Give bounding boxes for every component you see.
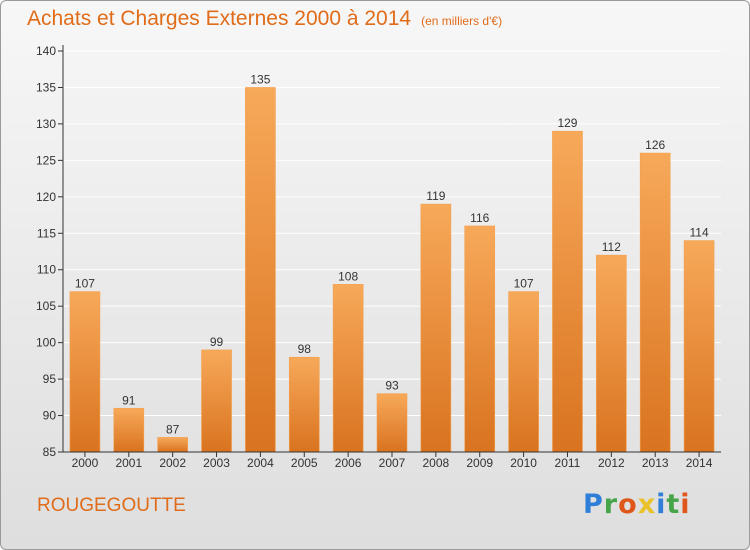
y-tick-label: 100 [36, 336, 56, 350]
x-tick-label: 2008 [423, 456, 450, 470]
proxiti-logo: Proxiti [583, 489, 691, 520]
y-tick-label: 95 [43, 372, 57, 386]
x-tick-label: 2002 [159, 456, 186, 470]
bar-2010 [508, 291, 539, 453]
data-label: 135 [250, 72, 270, 86]
data-label: 112 [602, 240, 621, 254]
bar-2012 [596, 254, 627, 453]
data-label: 91 [122, 393, 136, 407]
x-tick-label: 2011 [555, 456, 581, 470]
data-label: 87 [166, 422, 180, 436]
bar-2000 [69, 291, 101, 453]
y-tick-label: 110 [37, 263, 56, 277]
x-tick-label: 2001 [115, 456, 142, 470]
bar-2005 [288, 356, 320, 453]
data-label: 119 [426, 189, 445, 203]
y-tick-label: 90 [43, 409, 57, 423]
data-label: 107 [514, 277, 534, 291]
logo-letter: P [583, 489, 604, 520]
bar-2008 [420, 203, 452, 453]
logo-letter: r [603, 489, 619, 520]
bar-2014 [683, 240, 715, 453]
y-tick-label: 135 [36, 80, 56, 94]
bar-2004 [245, 87, 276, 453]
data-label: 126 [645, 138, 665, 152]
x-tick-label: 2012 [598, 456, 625, 470]
x-tick-label: 2007 [379, 456, 406, 470]
bar-2003 [201, 349, 232, 453]
bar-2002 [157, 437, 188, 453]
y-tick-label: 140 [36, 44, 56, 58]
data-label: 114 [689, 226, 708, 240]
data-label: 98 [298, 342, 312, 356]
logo-letter: o [618, 489, 638, 520]
x-tick-label: 2005 [291, 456, 318, 470]
bar-2013 [639, 152, 671, 453]
data-label: 116 [470, 211, 489, 225]
logo-letter: i [680, 489, 691, 520]
x-tick-label: 2000 [72, 456, 99, 470]
logo-letter: t [666, 489, 681, 520]
x-tick-label: 2009 [466, 456, 493, 470]
x-tick-label: 2010 [510, 456, 537, 470]
y-tick-label: 115 [37, 226, 56, 240]
bar-2011 [552, 130, 583, 453]
logo-letter: x [637, 489, 657, 520]
x-tick-label: 2014 [686, 456, 713, 470]
data-label: 93 [385, 379, 399, 393]
bar-2007 [376, 393, 408, 453]
town-name: ROUGEGOUTTE [37, 495, 186, 516]
y-tick-label: 130 [36, 117, 56, 131]
chart-title-text: Achats et Charges Externes 2000 à 2014 [27, 7, 412, 30]
data-label: 108 [338, 269, 358, 283]
y-tick-label: 125 [36, 153, 56, 167]
y-tick-label: 105 [36, 299, 56, 313]
bars: 107 91 87 99 135 98 108 93 119 116 107 129 112 126 114 [69, 72, 715, 453]
data-label: 107 [75, 277, 95, 291]
y-tick-label: 120 [36, 190, 56, 204]
chart-title: Achats et Charges Externes 2000 à 2014 (e… [27, 7, 502, 31]
bar-2001 [113, 407, 145, 453]
bar-2009 [464, 225, 496, 453]
data-label: 129 [557, 116, 577, 130]
x-tick-label: 2003 [203, 456, 230, 470]
bar-2006 [332, 284, 364, 453]
axes: 85 90 95 100 105 110 115 120 125 130 135 140 2000 200… [36, 44, 721, 470]
chart-subtitle: (en milliers d'€) [421, 14, 503, 28]
y-tick-label: 85 [43, 445, 57, 459]
x-tick-label: 2006 [335, 456, 362, 470]
data-label: 99 [210, 335, 224, 349]
logo-letter: i [656, 489, 667, 520]
x-tick-label: 2004 [247, 456, 274, 470]
x-tick-label: 2013 [642, 456, 669, 470]
